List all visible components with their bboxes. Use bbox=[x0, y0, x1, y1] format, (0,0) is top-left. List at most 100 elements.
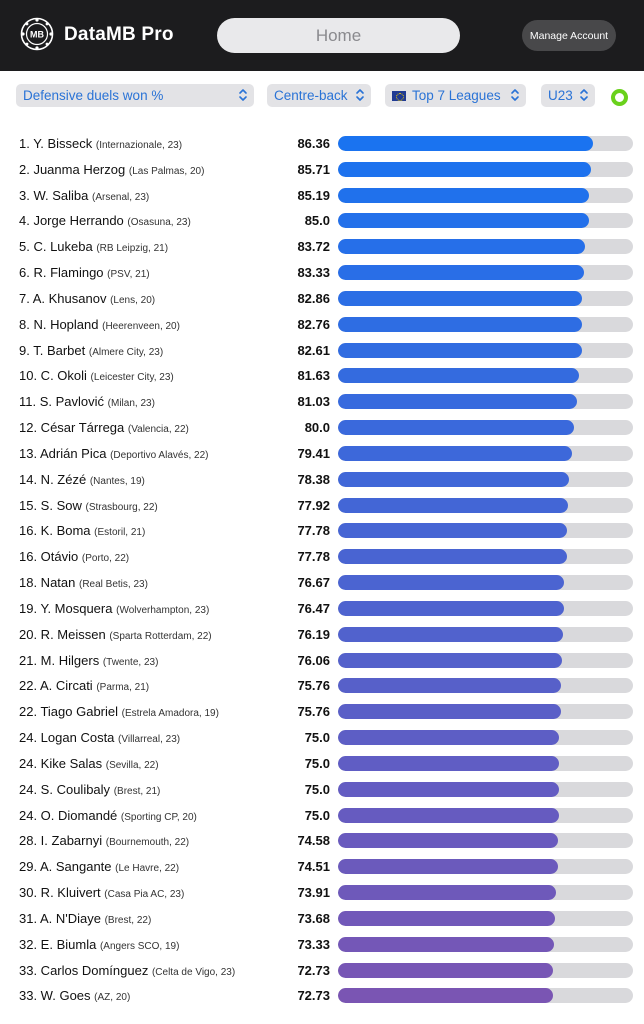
position-select[interactable]: Centre-back bbox=[267, 84, 371, 107]
player-club-age: (Milan, 23) bbox=[107, 398, 155, 410]
player-name-text: 9. T. Barbet bbox=[19, 342, 86, 358]
player-club-age: (Heerenveen, 20) bbox=[102, 320, 180, 332]
player-value: 76.67 bbox=[297, 575, 330, 591]
manage-account-button[interactable]: Manage Account bbox=[522, 20, 616, 51]
value-bar-fill bbox=[338, 342, 582, 358]
player-name-text: 19. Y. Mosquera bbox=[19, 600, 113, 616]
player-row[interactable]: 22. A. Circati (Parma, 21) 75.76 bbox=[0, 673, 644, 699]
player-name: 10. C. Okoli (Leicester City, 23) bbox=[19, 368, 174, 383]
player-name: 32. E. Biumla (Angers SCO, 19) bbox=[19, 937, 179, 952]
player-value: 85.0 bbox=[304, 213, 330, 229]
player-row[interactable]: 24. O. Diomandé (Sporting CP, 20) 75.0 bbox=[0, 803, 644, 829]
mb-logo-icon[interactable]: MB bbox=[20, 17, 54, 51]
player-club-age: (Lens, 20) bbox=[110, 294, 156, 306]
player-row[interactable]: 10. C. Okoli (Leicester City, 23) 81.63 bbox=[0, 363, 644, 389]
player-row[interactable]: 20. R. Meissen (Sparta Rotterdam, 22) 76.… bbox=[0, 622, 644, 648]
filter-bar: Defensive duels won % Centre-back Top 7 … bbox=[0, 71, 644, 121]
player-row[interactable]: 15. S. Sow (Strasbourg, 22) 77.92 bbox=[0, 493, 644, 519]
player-name-text: 16. Otávio bbox=[19, 549, 79, 565]
league-select[interactable]: Top 7 Leagues bbox=[385, 84, 526, 107]
player-name-text: 7. A. Khusanov bbox=[19, 290, 107, 306]
value-bar-fill bbox=[338, 265, 584, 281]
player-row[interactable]: 14. N. Zézé (Nantes, 19) 78.38 bbox=[0, 467, 644, 493]
player-value: 75.0 bbox=[304, 781, 330, 797]
value-bar-track bbox=[338, 445, 633, 461]
player-name-text: 30. R. Kluivert bbox=[19, 885, 101, 901]
value-bar-track bbox=[338, 342, 633, 358]
player-name: 33. Carlos Domínguez (Celta de Vigo, 23) bbox=[19, 963, 235, 978]
player-club-age: (Internazionale, 23) bbox=[95, 140, 183, 151]
player-row[interactable]: 29. A. Sangante (Le Havre, 22) 74.51 bbox=[0, 854, 644, 880]
player-row[interactable]: 19. Y. Mosquera (Wolverhampton, 23) 76.47 bbox=[0, 596, 644, 622]
player-name-text: 12. César Tárrega bbox=[19, 420, 125, 436]
value-bar-track bbox=[338, 600, 633, 616]
player-club-age: (Las Palmas, 20) bbox=[128, 165, 205, 177]
player-club-age: (Strasbourg, 22) bbox=[85, 501, 158, 513]
player-name: 30. R. Kluivert (Casa Pia AC, 23) bbox=[19, 885, 184, 900]
value-bar-track bbox=[338, 704, 633, 720]
player-name: 31. A. N'Diaye (Brest, 22) bbox=[19, 911, 151, 926]
value-bar-fill bbox=[338, 859, 558, 875]
player-row[interactable]: 7. A. Khusanov (Lens, 20) 82.86 bbox=[0, 286, 644, 312]
player-name: 29. A. Sangante (Le Havre, 22) bbox=[19, 859, 179, 874]
player-row[interactable]: 2. Juanma Herzog (Las Palmas, 20) 85.71 bbox=[0, 157, 644, 183]
value-bar-track bbox=[338, 833, 633, 849]
player-row[interactable]: 1. Y. Bisseck (Internazionale, 23) 86.36 bbox=[0, 131, 644, 157]
chevron-updown-icon bbox=[511, 89, 519, 101]
player-row[interactable]: 30. R. Kluivert (Casa Pia AC, 23) 73.91 bbox=[0, 880, 644, 906]
player-row[interactable]: 4. Jorge Herrando (Osasuna, 23) 85.0 bbox=[0, 208, 644, 234]
status-indicator-icon[interactable] bbox=[611, 89, 628, 106]
value-bar-track bbox=[338, 678, 633, 694]
player-name-text: 2. Juanma Herzog bbox=[19, 161, 126, 177]
player-row[interactable]: 24. Kike Salas (Sevilla, 22) 75.0 bbox=[0, 751, 644, 777]
player-value: 75.0 bbox=[304, 755, 330, 771]
player-row[interactable]: 21. M. Hilgers (Twente, 23) 76.06 bbox=[0, 648, 644, 674]
value-bar-track bbox=[338, 239, 633, 255]
app-title: DataMB Pro bbox=[64, 24, 174, 45]
value-bar-fill bbox=[338, 910, 556, 926]
player-value: 83.33 bbox=[297, 265, 330, 281]
player-row[interactable]: 33. W. Goes (AZ, 20) 72.73 bbox=[0, 983, 644, 1009]
player-name: 24. O. Diomandé (Sporting CP, 20) bbox=[19, 808, 197, 823]
player-row[interactable]: 16. Otávio (Porto, 22) 77.78 bbox=[0, 544, 644, 570]
player-row[interactable]: 11. S. Pavlović (Milan, 23) 81.03 bbox=[0, 389, 644, 415]
player-club-age: (Le Havre, 22) bbox=[115, 863, 180, 875]
player-value: 75.76 bbox=[297, 678, 330, 694]
value-bar-track bbox=[338, 187, 633, 203]
player-row[interactable]: 24. Logan Costa (Villarreal, 23) 75.0 bbox=[0, 725, 644, 751]
player-row[interactable]: 18. Natan (Real Betis, 23) 76.67 bbox=[0, 570, 644, 596]
player-row[interactable]: 8. N. Hopland (Heerenveen, 20) 82.76 bbox=[0, 312, 644, 338]
value-bar-fill bbox=[338, 730, 560, 746]
player-row[interactable]: 24. S. Coulibaly (Brest, 21) 75.0 bbox=[0, 777, 644, 803]
player-row[interactable]: 5. C. Lukeba (RB Leipzig, 21) 83.72 bbox=[0, 234, 644, 260]
player-row[interactable]: 31. A. N'Diaye (Brest, 22) 73.68 bbox=[0, 906, 644, 932]
player-row[interactable]: 13. Adrián Pica (Deportivo Alavés, 22) 79… bbox=[0, 441, 644, 467]
player-row[interactable]: 9. T. Barbet (Almere City, 23) 82.61 bbox=[0, 338, 644, 364]
value-bar-track bbox=[338, 626, 633, 642]
age-select[interactable]: U23 bbox=[541, 84, 595, 107]
player-row[interactable]: 28. I. Zabarnyi (Bournemouth, 22) 74.58 bbox=[0, 828, 644, 854]
value-bar-fill bbox=[338, 626, 563, 642]
player-name: 22. Tiago Gabriel (Estrela Amadora, 19) bbox=[19, 704, 219, 719]
player-row[interactable]: 33. Carlos Domínguez (Celta de Vigo, 23)… bbox=[0, 958, 644, 984]
player-name-text: 32. E. Biumla bbox=[19, 936, 97, 952]
chevron-updown-icon bbox=[356, 89, 364, 101]
player-club-age: (Angers SCO, 19) bbox=[99, 940, 180, 952]
player-row[interactable]: 12. César Tárrega (Valencia, 22) 80.0 bbox=[0, 415, 644, 441]
metric-select[interactable]: Defensive duels won % bbox=[16, 84, 254, 107]
player-row[interactable]: 16. K. Boma (Estoril, 21) 77.78 bbox=[0, 518, 644, 544]
player-name: 11. S. Pavlović (Milan, 23) bbox=[19, 394, 155, 409]
value-bar-track bbox=[338, 161, 633, 177]
eu-flag-icon bbox=[392, 90, 406, 101]
player-row[interactable]: 6. R. Flamingo (PSV, 21) 83.33 bbox=[0, 260, 644, 286]
player-name: 13. Adrián Pica (Deportivo Alavés, 22) bbox=[19, 446, 208, 461]
player-name: 24. Kike Salas (Sevilla, 22) bbox=[19, 756, 159, 771]
player-row[interactable]: 32. E. Biumla (Angers SCO, 19) 73.33 bbox=[0, 932, 644, 958]
home-button[interactable]: Home bbox=[217, 18, 460, 53]
value-bar-fill bbox=[338, 781, 560, 797]
player-name: 16. Otávio (Porto, 22) bbox=[19, 549, 129, 564]
svg-text:MB: MB bbox=[30, 30, 44, 40]
player-value: 79.41 bbox=[297, 445, 330, 461]
player-row[interactable]: 3. W. Saliba (Arsenal, 23) 85.19 bbox=[0, 183, 644, 209]
player-row[interactable]: 22. Tiago Gabriel (Estrela Amadora, 19) 7… bbox=[0, 699, 644, 725]
